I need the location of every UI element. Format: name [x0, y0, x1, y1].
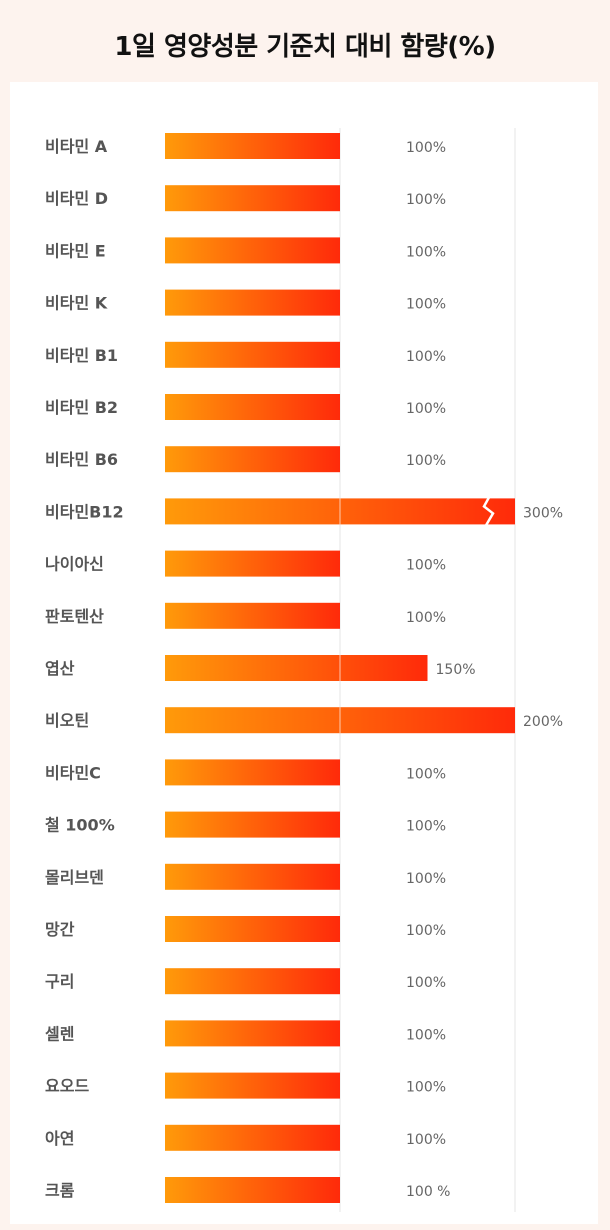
bar — [165, 133, 340, 159]
value-label: 200% — [523, 714, 563, 730]
category-label: 크롬 — [45, 1181, 75, 1200]
bar — [165, 1072, 340, 1099]
bar — [165, 498, 515, 525]
category-label: 비타민 B6 — [45, 450, 118, 469]
category-label: 엽산 — [45, 659, 75, 678]
category-label: 나이아신 — [45, 555, 104, 574]
value-label: 100% — [406, 453, 446, 469]
bar — [165, 968, 340, 995]
category-label: 비타민B12 — [45, 502, 124, 521]
bar — [165, 759, 340, 786]
category-label: 망간 — [45, 920, 75, 939]
value-label: 100% — [406, 975, 446, 991]
value-label: 100% — [406, 140, 446, 156]
value-label: 100% — [406, 1027, 446, 1043]
category-label: 몰리브덴 — [45, 868, 104, 887]
value-label: 100% — [406, 349, 446, 365]
bar — [165, 655, 428, 681]
bar — [165, 602, 340, 629]
value-label: 100% — [406, 1132, 446, 1148]
value-label: 100% — [406, 401, 446, 417]
value-label: 100% — [406, 192, 446, 208]
value-label: 100% — [406, 610, 446, 626]
value-label: 100% — [406, 766, 446, 782]
bar — [165, 185, 340, 212]
category-label: 비타민 E — [45, 241, 106, 260]
value-label: 100% — [406, 871, 446, 887]
value-label: 100% — [406, 558, 446, 574]
bar-layer — [165, 133, 515, 1203]
value-label: 100% — [406, 297, 446, 313]
category-label: 아연 — [45, 1129, 74, 1148]
bar — [165, 1124, 340, 1151]
value-label: 300% — [523, 505, 563, 521]
bar — [165, 707, 515, 734]
value-label: 150% — [436, 662, 476, 678]
bar — [165, 811, 340, 838]
label-layer: 비타민 A 100% 비타민 D 100% 비타민 E 100% 비타민 K 100% 비타민 … — [45, 137, 563, 1200]
category-label: 구리 — [45, 972, 74, 991]
bar — [165, 289, 340, 316]
bar — [165, 446, 340, 473]
value-label: 100% — [406, 819, 446, 835]
bar — [165, 863, 340, 890]
value-label: 100% — [406, 1080, 446, 1096]
category-label: 비타민C — [45, 763, 101, 782]
page-title: 1일 영양성분 기준치 대비 함량(%) — [114, 32, 496, 62]
category-label: 요오드 — [45, 1077, 89, 1096]
value-label: 100% — [406, 923, 446, 939]
bar — [165, 916, 340, 942]
bar — [165, 341, 340, 368]
bar — [165, 1177, 340, 1203]
value-label: 100 % — [406, 1184, 450, 1200]
category-label: 비오틴 — [45, 711, 89, 730]
bar — [165, 550, 340, 577]
bar — [165, 394, 340, 420]
value-label: 100% — [406, 244, 446, 260]
category-label: 비타민 D — [45, 189, 108, 208]
category-label: 비타민 K — [45, 294, 108, 313]
category-label: 철 100% — [45, 816, 115, 835]
axis-break-mark — [482, 496, 495, 527]
category-label: 셀렌 — [45, 1024, 74, 1043]
category-label: 비타민 B2 — [45, 398, 118, 417]
category-label: 판토텐산 — [45, 607, 104, 626]
bar — [165, 1020, 340, 1047]
category-label: 비타민 B1 — [45, 346, 118, 365]
category-label: 비타민 A — [45, 137, 108, 156]
bar — [165, 237, 340, 264]
